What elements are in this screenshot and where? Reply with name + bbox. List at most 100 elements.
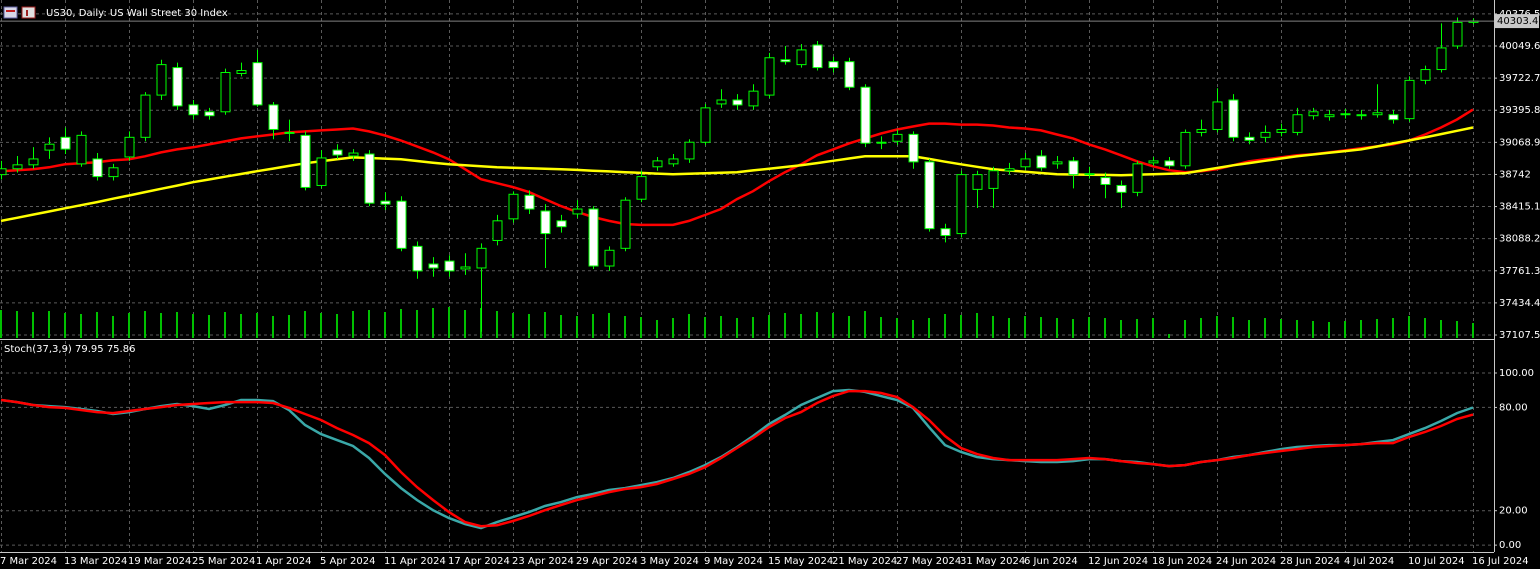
candle-body [396, 200, 407, 249]
x-tick-label: 10 Jul 2024 [1408, 556, 1465, 567]
candle-body [1340, 113, 1351, 116]
candle-body [1244, 136, 1255, 141]
candle-body [380, 200, 391, 205]
x-tick-label: 7 Mar 2024 [0, 556, 57, 567]
indicator-title: Stoch(37,3,9) 79.95 75.86 [4, 344, 135, 355]
candle-body [812, 44, 823, 69]
candle-body [268, 104, 279, 130]
candle-body [956, 174, 967, 235]
candle-body [28, 158, 39, 166]
candle-body [492, 220, 503, 241]
candle-body [140, 94, 151, 138]
x-tick-label: 16 Jul 2024 [1472, 556, 1529, 567]
y-tick-label: 39068.9 [1499, 137, 1540, 148]
candle-body [588, 208, 599, 267]
candle-body [1132, 163, 1143, 193]
candle-body [284, 131, 295, 134]
x-tick-label: 1 Apr 2024 [256, 556, 311, 567]
chart-title: US30, Daily: US Wall Street 30 Index [46, 8, 228, 19]
candle-body [668, 158, 679, 165]
x-tick-label: 15 May 2024 [768, 556, 833, 567]
candle-body [1084, 173, 1095, 176]
y-tick-label: 38742 [1499, 169, 1531, 180]
x-tick-label: 5 Apr 2024 [320, 556, 375, 567]
candle-body [1388, 114, 1399, 121]
candle-body [44, 143, 55, 151]
candle-body [1452, 21, 1463, 47]
candle-body [716, 99, 727, 105]
chart-icon-bar [26, 10, 28, 16]
chart-icon [21, 6, 36, 19]
candle-body [924, 161, 935, 230]
x-tick-label: 11 Apr 2024 [384, 556, 446, 567]
candle-body [764, 57, 775, 96]
candle-body [780, 59, 791, 63]
candle-body [1068, 160, 1079, 176]
last-price-label: 40303.4 [1497, 16, 1538, 27]
candle-body [748, 90, 759, 107]
candle-body [860, 86, 871, 144]
candle-body [428, 263, 439, 269]
candle-body [204, 111, 215, 117]
candle-body [988, 170, 999, 189]
x-tick-label: 3 May 2024 [640, 556, 699, 567]
x-tick-label: 29 Apr 2024 [576, 556, 638, 567]
candle-body [348, 152, 359, 157]
candle-body [316, 157, 327, 186]
candle-body [460, 266, 471, 270]
candle-body [364, 153, 375, 204]
y-tick-label: 37107.5 [1499, 330, 1540, 341]
x-tick-label: 19 Mar 2024 [128, 556, 191, 567]
candle-body [636, 176, 647, 200]
y-tick-label: 0.00 [1499, 540, 1521, 551]
candle-body [1004, 168, 1015, 172]
x-tick-label: 12 Jun 2024 [1088, 556, 1148, 567]
y-tick-label: 37761.3 [1499, 266, 1540, 277]
candle-body [0, 168, 7, 176]
candle-body [220, 71, 231, 113]
y-tick-label: 38088.2 [1499, 234, 1540, 245]
x-tick-label: 17 Apr 2024 [448, 556, 510, 567]
x-tick-label: 31 May 2024 [960, 556, 1025, 567]
candle-body [92, 158, 103, 178]
candle-body [332, 149, 343, 156]
candle-body [236, 70, 247, 74]
y-tick-label: 37434.4 [1499, 298, 1540, 309]
last-price-box [1495, 14, 1539, 29]
candle-body [172, 67, 183, 107]
candle-body [604, 249, 615, 267]
candle-body [444, 260, 455, 272]
candle-body [828, 61, 839, 69]
y-tick-label: 40049.6 [1499, 41, 1540, 52]
x-tick-label: 24 Jun 2024 [1216, 556, 1276, 567]
candle-body [908, 133, 919, 163]
candle-body [108, 167, 119, 178]
candle-body [412, 245, 423, 272]
candle-body [156, 64, 167, 96]
candle-body [1212, 101, 1223, 130]
candle-body [1020, 158, 1031, 168]
candle-body [1372, 112, 1383, 116]
candle-body [1148, 160, 1159, 164]
symbol-icon-stripe [6, 10, 15, 12]
candle-body [684, 141, 695, 160]
candle-body [876, 141, 887, 144]
candle-body [844, 61, 855, 88]
y-tick-label: 80.00 [1499, 402, 1528, 413]
candle-body [972, 174, 983, 190]
candle-body [1404, 79, 1415, 120]
mark-layer [0, 17, 1494, 530]
y-tick-label: 20.00 [1499, 506, 1528, 517]
candle-body [540, 210, 551, 235]
candle-body [188, 104, 199, 116]
x-tick-label: 25 Mar 2024 [192, 556, 255, 567]
y-tick-label: 100.00 [1499, 368, 1534, 379]
candle-body [796, 49, 807, 66]
candle-body [300, 134, 311, 188]
candle-body [76, 134, 87, 165]
candle-body [1324, 114, 1335, 118]
candle-body [124, 136, 135, 158]
candle-body [1036, 155, 1047, 169]
candle-body [620, 199, 631, 249]
